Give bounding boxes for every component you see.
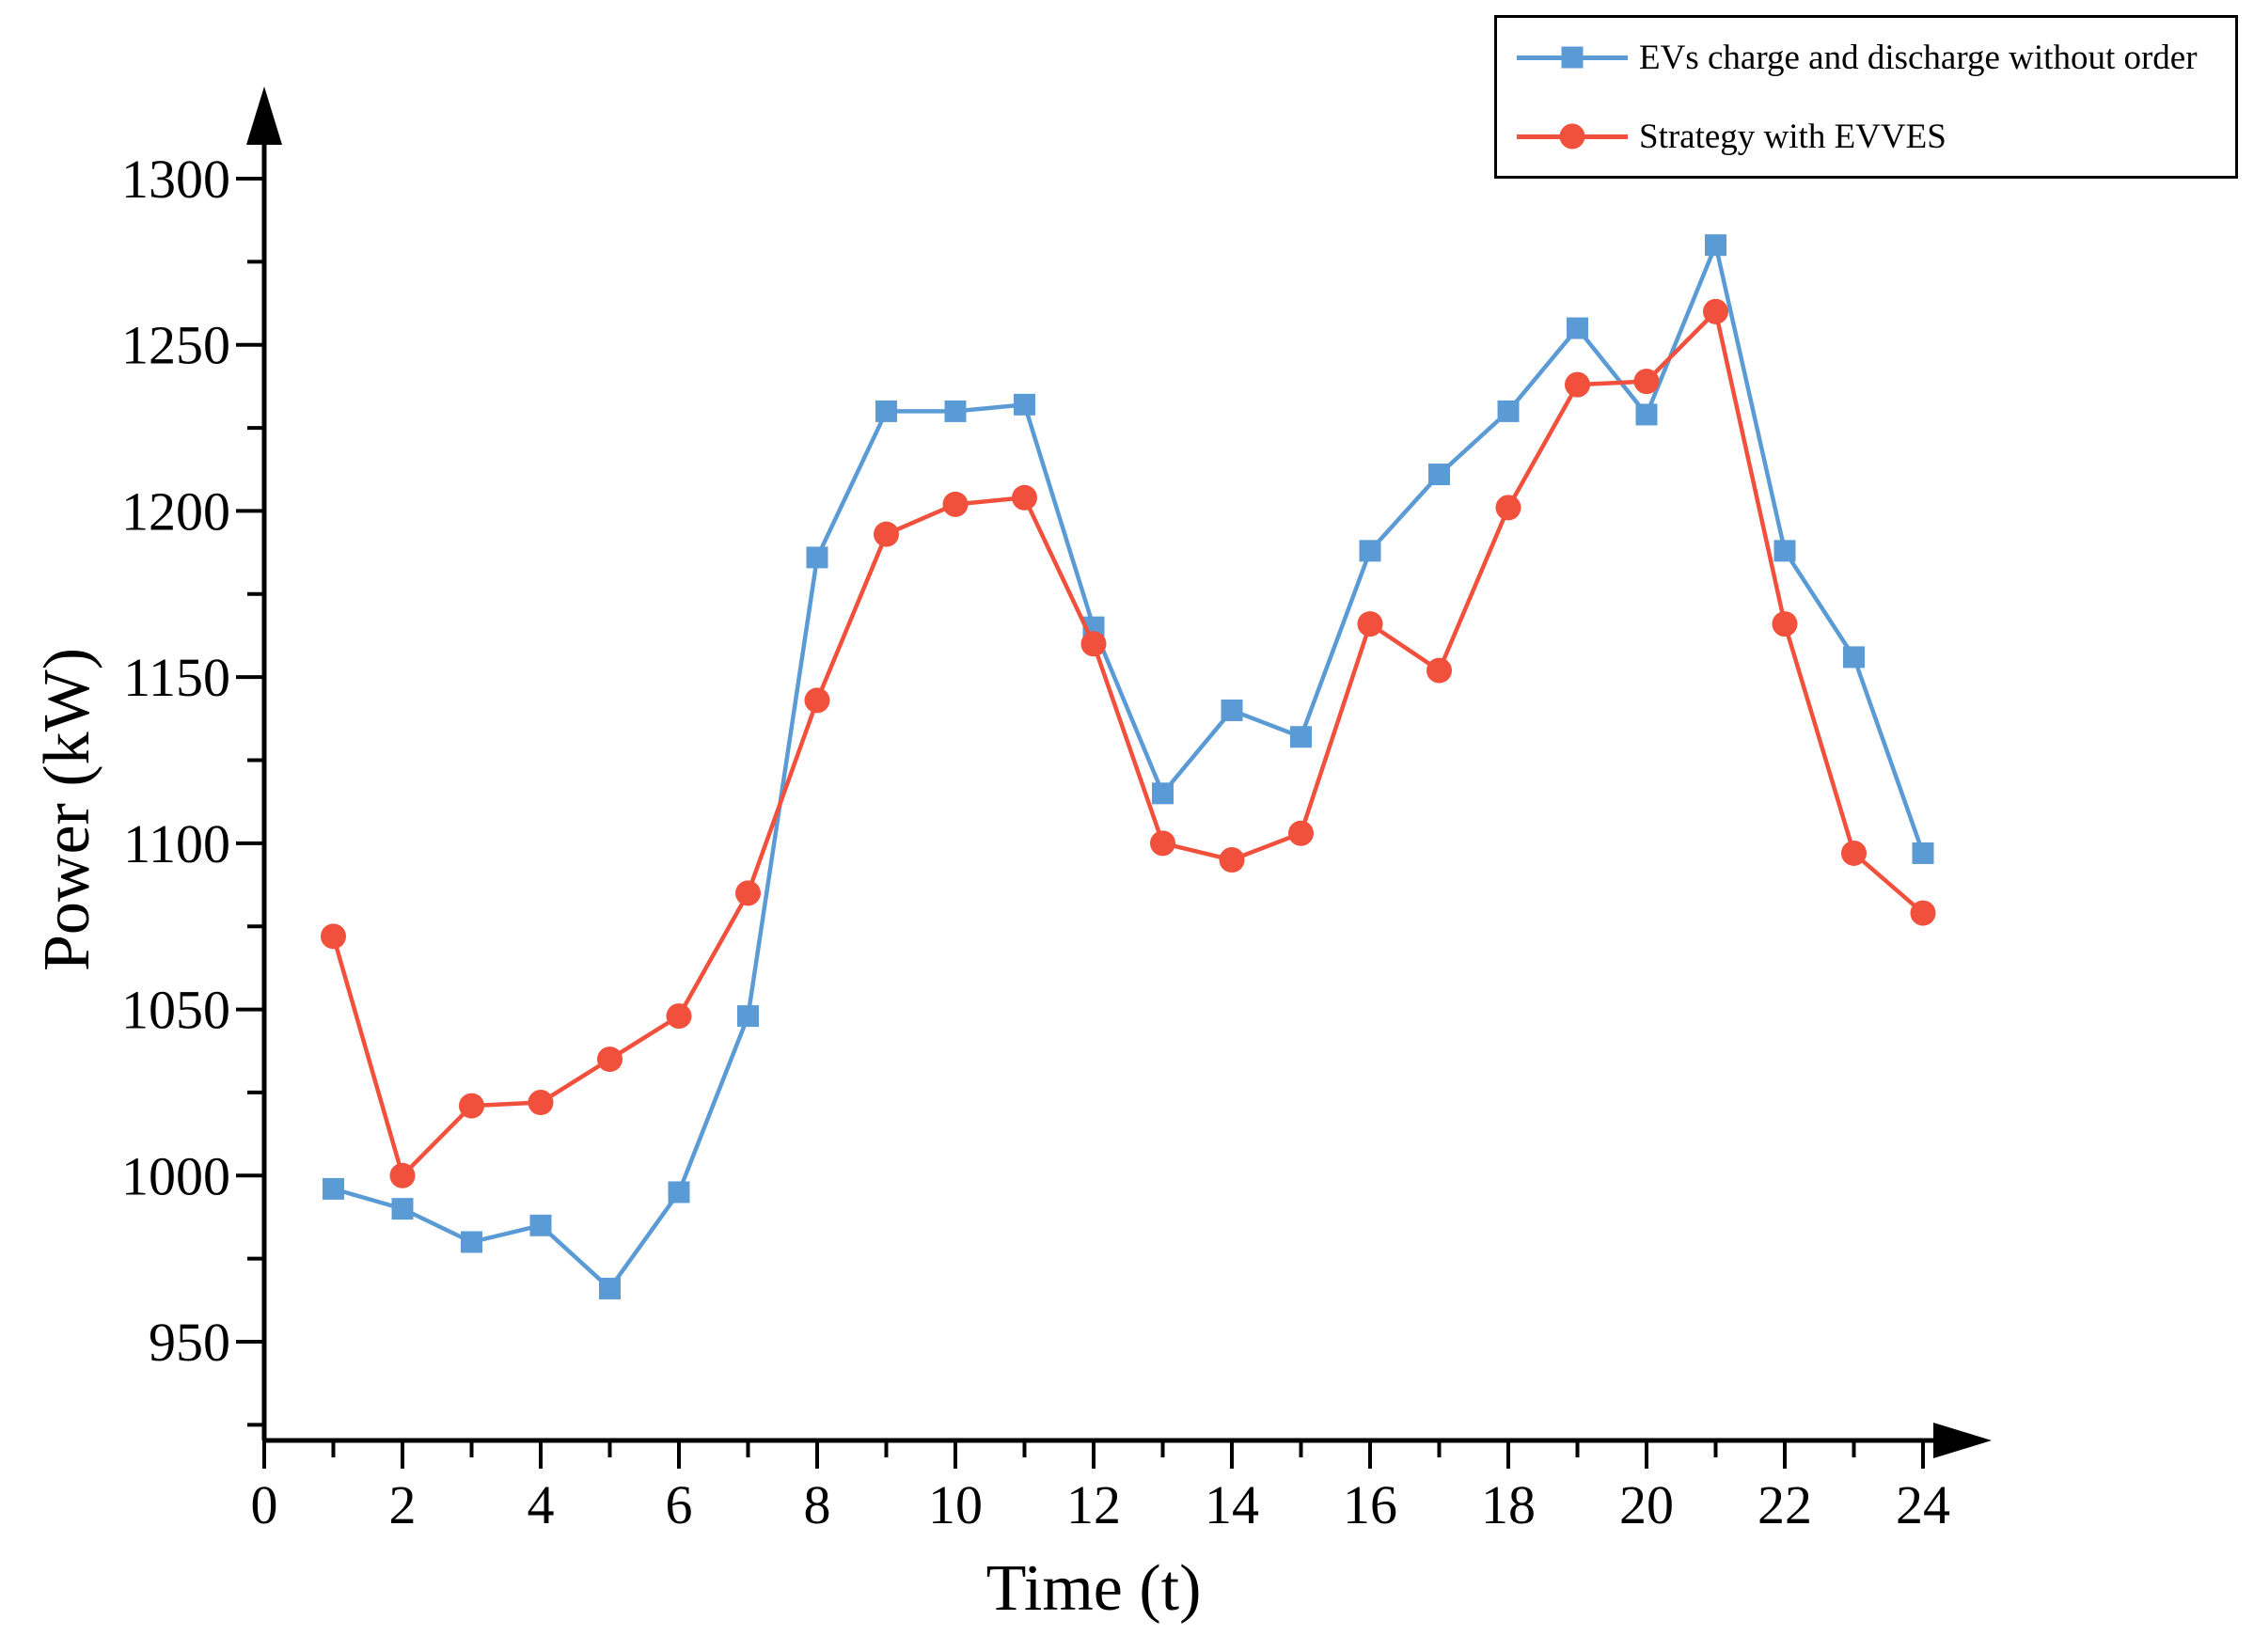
data-point-square	[461, 1231, 482, 1253]
data-point-square	[737, 1005, 759, 1028]
data-point-square	[391, 1198, 414, 1220]
y-tick-label: 1000	[121, 1145, 230, 1206]
data-point-circle	[321, 923, 346, 950]
x-tick-label: 2	[389, 1474, 417, 1535]
y-tick-label: 1150	[123, 647, 230, 708]
circle-marker-icon	[1559, 123, 1585, 149]
x-axis-arrow-icon	[1933, 1423, 1992, 1458]
data-point-square	[1843, 646, 1865, 669]
data-point-square	[1014, 393, 1035, 416]
data-point-circle	[459, 1093, 484, 1119]
data-point-square	[529, 1214, 552, 1236]
data-point-circle	[1841, 840, 1867, 866]
x-tick-label: 20	[1619, 1474, 1674, 1535]
data-point-circle	[1633, 369, 1660, 395]
data-point-square	[323, 1177, 344, 1200]
legend-sample-red	[1517, 123, 1628, 149]
x-tick-label: 4	[528, 1474, 555, 1535]
x-tick-label: 6	[666, 1474, 693, 1535]
data-point-circle	[597, 1046, 623, 1073]
series-line-blue	[332, 243, 1926, 1291]
data-point-circle	[1288, 820, 1314, 846]
data-point-circle	[874, 521, 899, 547]
data-point-square	[1773, 540, 1796, 562]
data-point-circle	[1565, 371, 1590, 398]
y-axis-arrow-icon	[246, 87, 282, 145]
legend-entry-evves: Strategy with EVVES	[1497, 97, 2235, 176]
data-point-circle	[1357, 611, 1383, 637]
data-point-square	[1497, 400, 1520, 422]
x-tick-label: 16	[1343, 1474, 1397, 1535]
data-point-circle	[1772, 611, 1798, 637]
data-point-circle	[1495, 495, 1521, 521]
data-point-square	[1428, 464, 1450, 486]
data-point-circle	[735, 880, 761, 906]
series-line-red	[331, 309, 1925, 1178]
data-point-circle	[1703, 298, 1728, 324]
data-point-circle	[1012, 484, 1037, 511]
y-tick-label: 1050	[121, 980, 230, 1041]
y-tick-label: 1300	[121, 149, 230, 210]
y-tick-label: 950	[149, 1312, 230, 1373]
data-point-square	[875, 400, 897, 422]
x-tick-label: 0	[251, 1474, 278, 1535]
data-point-circle	[389, 1162, 416, 1188]
data-point-circle	[1426, 657, 1452, 684]
data-point-circle	[1219, 847, 1245, 873]
data-point-square	[1912, 842, 1934, 864]
data-point-square	[1359, 540, 1381, 562]
square-marker-icon	[1561, 46, 1584, 69]
y-tick-label: 1200	[121, 480, 230, 542]
legend-entry-without-order: EVs charge and discharge without order	[1497, 18, 2235, 97]
data-point-circle	[804, 687, 830, 714]
x-tick-label: 18	[1481, 1474, 1536, 1535]
data-point-circle	[1080, 631, 1107, 657]
x-tick-label: 8	[804, 1474, 831, 1535]
data-point-circle	[942, 491, 969, 517]
y-tick-label: 1100	[123, 813, 230, 874]
y-axis-title: Power (kW)	[31, 647, 103, 972]
data-point-square	[1567, 317, 1588, 339]
x-tick-label: 24	[1896, 1474, 1950, 1535]
x-tick-label: 10	[928, 1474, 983, 1535]
data-point-square	[668, 1181, 690, 1204]
legend: EVs charge and discharge without order S…	[1494, 15, 2238, 179]
data-point-circle	[1910, 900, 1936, 926]
data-point-circle	[1150, 830, 1175, 857]
x-tick-label: 12	[1066, 1474, 1121, 1535]
data-point-square	[944, 400, 967, 422]
x-tick-label: 14	[1205, 1474, 1259, 1535]
data-point-square	[1152, 782, 1174, 805]
data-point-square	[1290, 726, 1312, 748]
data-point-square	[806, 546, 828, 569]
x-tick-label: 22	[1757, 1474, 1812, 1535]
legend-label: Strategy with EVVES	[1639, 117, 1947, 156]
data-point-square	[1221, 699, 1243, 721]
data-point-square	[1705, 234, 1726, 257]
data-point-circle	[528, 1090, 554, 1116]
y-tick-label: 1250	[121, 315, 230, 376]
data-point-square	[599, 1277, 621, 1299]
data-point-circle	[666, 1003, 692, 1030]
legend-label: EVs charge and discharge without order	[1639, 38, 2198, 77]
legend-sample-blue	[1517, 44, 1628, 71]
x-axis-title: Time (t)	[985, 1552, 1202, 1625]
data-point-square	[1635, 403, 1658, 426]
